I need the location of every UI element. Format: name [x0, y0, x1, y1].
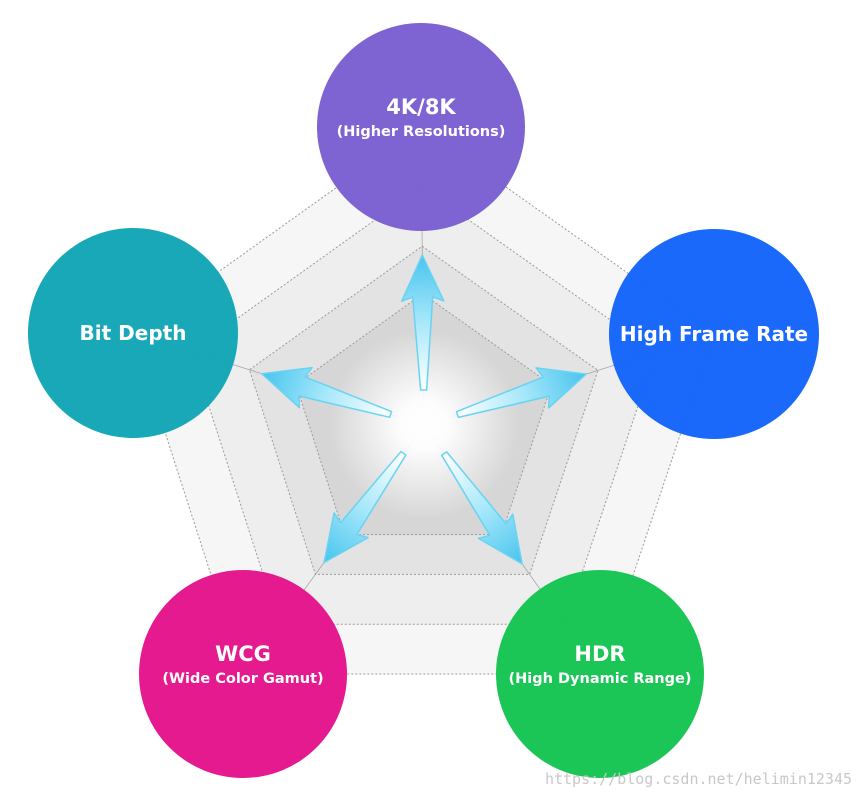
arrow-hdr — [441, 451, 523, 565]
node-wcg: WCG (Wide Color Gamut) — [139, 570, 347, 778]
node-title: WCG — [215, 642, 271, 666]
center-glow — [329, 330, 519, 520]
node-bit-depth: Bit Depth — [28, 228, 238, 438]
node-circle — [317, 23, 525, 231]
arrow-shape — [455, 367, 587, 419]
node-circle — [28, 228, 238, 438]
node-circle — [609, 229, 819, 439]
arrow-shape — [400, 254, 445, 391]
arrow-wcg — [323, 450, 407, 564]
watermark: https://blog.csdn.net/helimin12345 — [545, 770, 852, 788]
node-title: HDR — [574, 642, 625, 666]
node-circle — [139, 570, 347, 778]
arrow-shape — [261, 366, 393, 419]
arrow-bit-depth — [261, 366, 393, 419]
pentagon-rings — [132, 126, 715, 675]
node-circle — [496, 570, 704, 778]
arrow-shape — [323, 450, 407, 564]
node-subtitle: (Higher Resolutions) — [337, 124, 506, 140]
direction-arrows — [261, 254, 587, 565]
node-title: 4K/8K — [386, 95, 456, 119]
node-subtitle: (Wide Color Gamut) — [162, 671, 323, 687]
arrow-shape — [441, 451, 523, 565]
node-title: High Frame Rate — [620, 322, 808, 346]
node-frame-rate: High Frame Rate — [609, 229, 819, 439]
node-title: Bit Depth — [80, 321, 187, 345]
node-subtitle: (High Dynamic Range) — [509, 671, 692, 687]
feature-nodes: 4K/8K (Higher Resolutions) High Frame Rate… — [28, 23, 819, 778]
arrow-frame-rate — [455, 367, 587, 419]
node-hdr: HDR (High Dynamic Range) — [496, 570, 704, 778]
arrow-resolution — [400, 254, 445, 391]
node-resolution: 4K/8K (Higher Resolutions) — [317, 23, 525, 231]
